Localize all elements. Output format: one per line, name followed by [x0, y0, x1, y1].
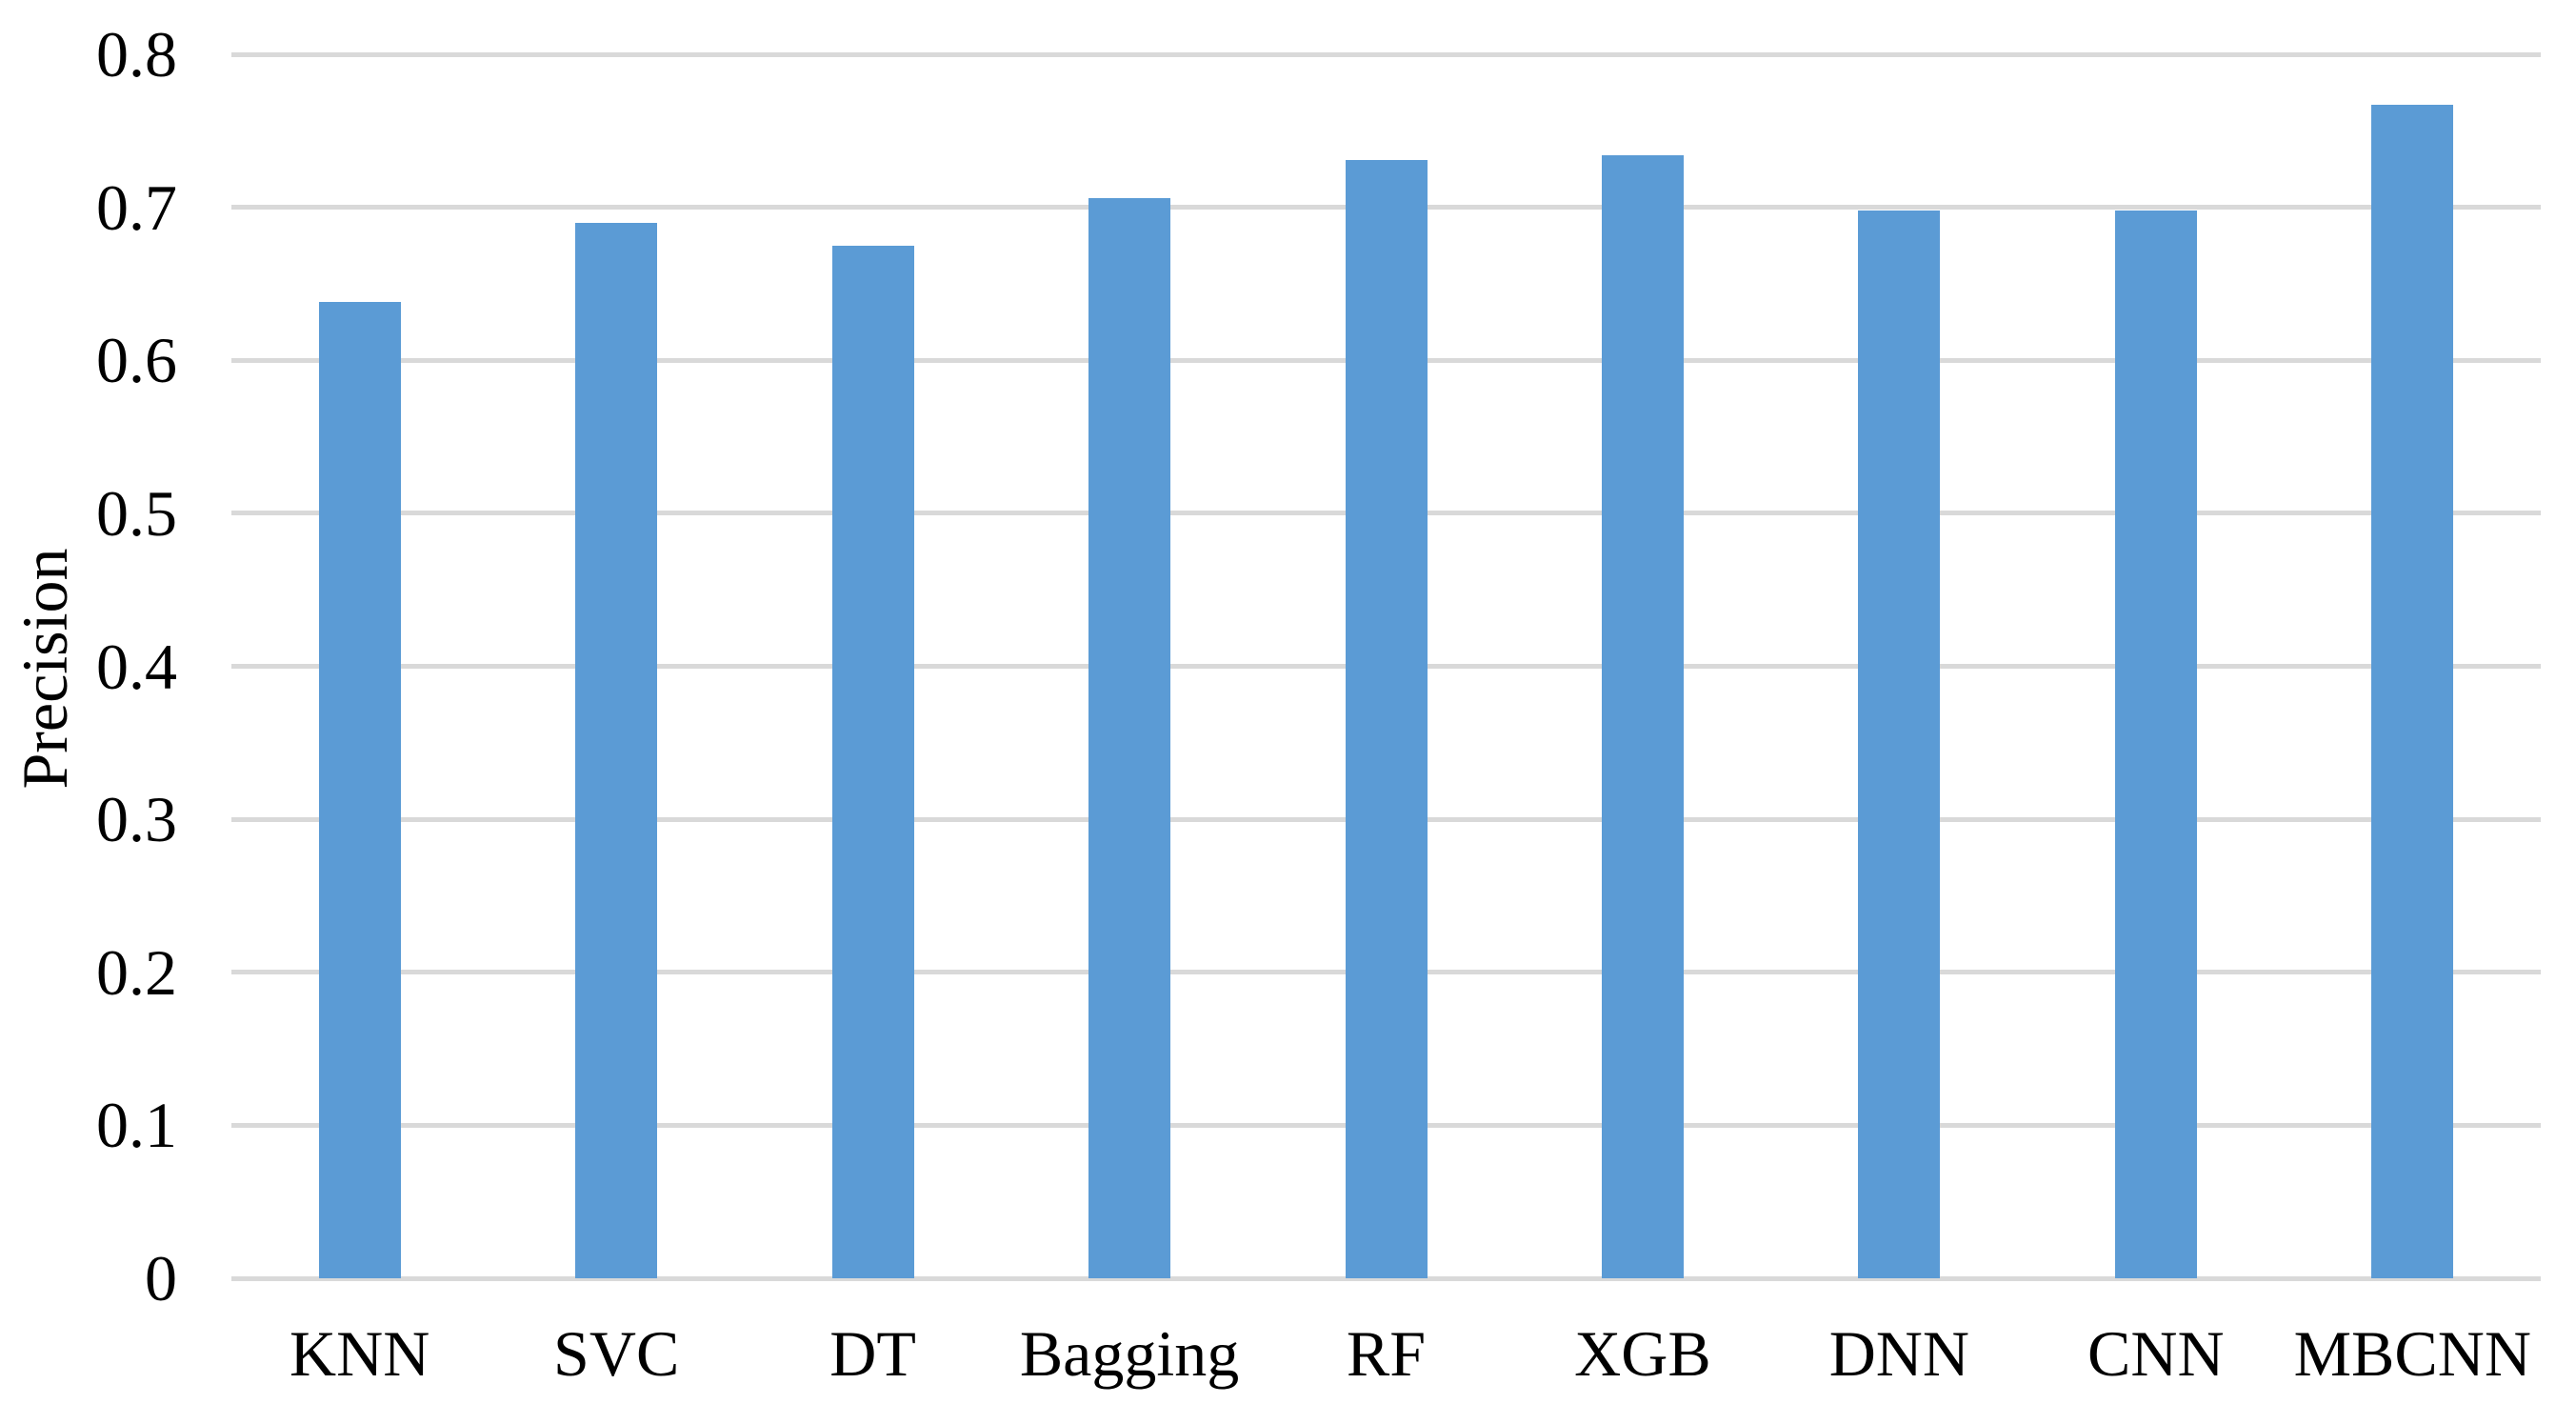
y-tick-label-0.2: 0.2	[96, 935, 177, 1009]
bar-rf	[1345, 159, 1428, 1278]
bar-svc	[575, 222, 658, 1278]
bar-mbcnn	[2371, 105, 2454, 1278]
x-category-label-bagging: Bagging	[1019, 1317, 1240, 1390]
x-category-label-dt: DT	[829, 1317, 916, 1390]
bar-dt	[831, 245, 914, 1278]
bar-cnn	[2114, 210, 2197, 1278]
plot-area	[231, 51, 2541, 1281]
y-tick-label-0.8: 0.8	[96, 18, 177, 90]
y-tick-label-0.4: 0.4	[96, 630, 177, 703]
x-category-label-dnn: DNN	[1828, 1317, 1970, 1390]
x-category-label-cnn: CNN	[2087, 1317, 2225, 1390]
y-tick-label-0.6: 0.6	[96, 324, 177, 397]
gridline-y-0.8	[231, 51, 2541, 57]
y-tick-label-0.1: 0.1	[96, 1089, 177, 1162]
y-tick-label-0.3: 0.3	[96, 783, 177, 856]
x-category-label-knn: KNN	[290, 1317, 430, 1390]
bar-bagging	[1088, 198, 1171, 1278]
gridline-y-0	[231, 1275, 2541, 1281]
y-tick-label-0.7: 0.7	[96, 170, 177, 244]
x-category-label-mbcnn: MBCNN	[2293, 1317, 2531, 1390]
y-tick-label-0.5: 0.5	[96, 476, 177, 550]
y-tick-label-0: 0	[145, 1242, 177, 1314]
x-category-label-rf: RF	[1346, 1317, 1427, 1390]
bar-knn	[318, 302, 401, 1278]
bar-xgb	[1601, 155, 1684, 1278]
x-category-label-svc: SVC	[553, 1317, 680, 1390]
bar-dnn	[1858, 210, 1941, 1278]
x-category-label-xgb: XGB	[1574, 1317, 1711, 1390]
